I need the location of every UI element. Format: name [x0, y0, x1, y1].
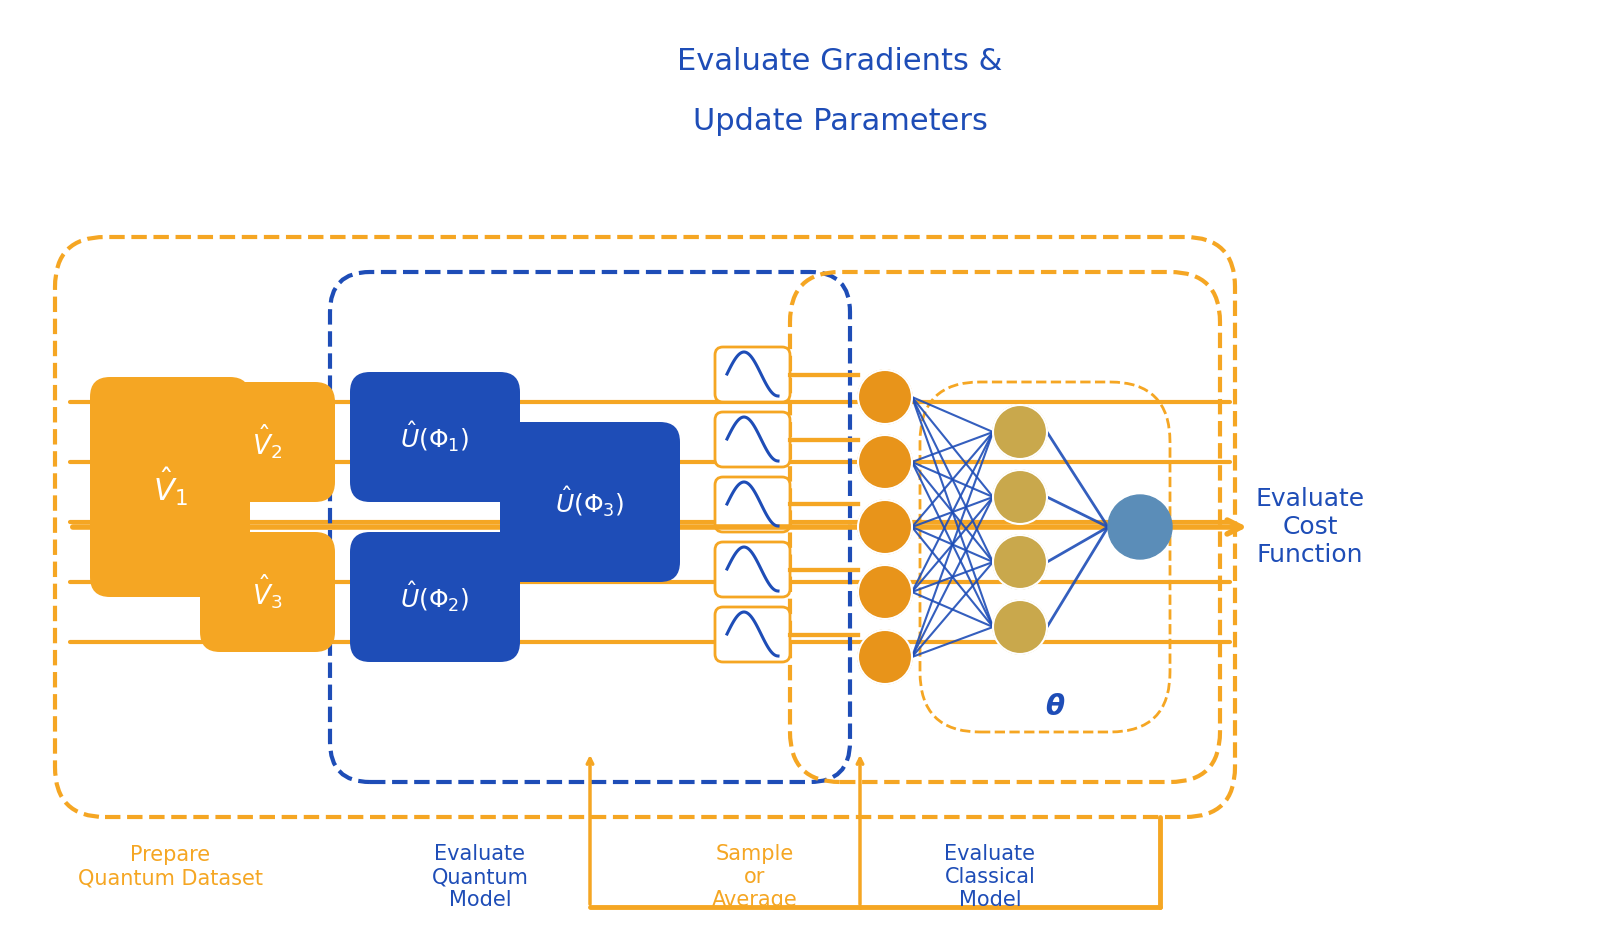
Text: Update Parameters: Update Parameters	[693, 108, 987, 136]
FancyBboxPatch shape	[350, 532, 520, 662]
Circle shape	[858, 435, 912, 489]
FancyBboxPatch shape	[350, 372, 520, 502]
Text: Evaluate
Quantum
Model: Evaluate Quantum Model	[432, 843, 528, 910]
Text: θ: θ	[1045, 693, 1064, 721]
Text: $\hat{V}_2$: $\hat{V}_2$	[251, 423, 282, 462]
Text: $\hat{V}_1$: $\hat{V}_1$	[152, 466, 187, 508]
Circle shape	[858, 370, 912, 424]
Circle shape	[858, 565, 912, 619]
FancyBboxPatch shape	[90, 377, 250, 597]
Text: $\hat{U}(\Phi_3)$: $\hat{U}(\Phi_3)$	[555, 485, 624, 520]
FancyBboxPatch shape	[715, 412, 790, 467]
Text: Evaluate
Classical
Model: Evaluate Classical Model	[944, 843, 1035, 910]
Text: Evaluate Gradients &: Evaluate Gradients &	[677, 48, 1003, 76]
Text: Sample
or
Average: Sample or Average	[712, 843, 798, 910]
Circle shape	[994, 470, 1046, 524]
Text: $\hat{V}_3$: $\hat{V}_3$	[251, 572, 282, 611]
Circle shape	[858, 500, 912, 554]
FancyBboxPatch shape	[200, 382, 334, 502]
FancyBboxPatch shape	[715, 542, 790, 597]
Circle shape	[858, 630, 912, 684]
FancyBboxPatch shape	[499, 422, 680, 582]
FancyBboxPatch shape	[715, 347, 790, 402]
Circle shape	[994, 600, 1046, 654]
FancyBboxPatch shape	[715, 607, 790, 662]
FancyBboxPatch shape	[200, 532, 334, 652]
Text: $\hat{U}(\Phi_1)$: $\hat{U}(\Phi_1)$	[400, 420, 470, 454]
Circle shape	[994, 405, 1046, 459]
Circle shape	[994, 535, 1046, 589]
FancyBboxPatch shape	[715, 477, 790, 532]
Text: $\hat{U}(\Phi_2)$: $\hat{U}(\Phi_2)$	[400, 580, 470, 614]
Text: Prepare
Quantum Dataset: Prepare Quantum Dataset	[77, 845, 262, 888]
Text: Evaluate
Cost
Function: Evaluate Cost Function	[1256, 487, 1365, 566]
Circle shape	[1107, 495, 1171, 559]
